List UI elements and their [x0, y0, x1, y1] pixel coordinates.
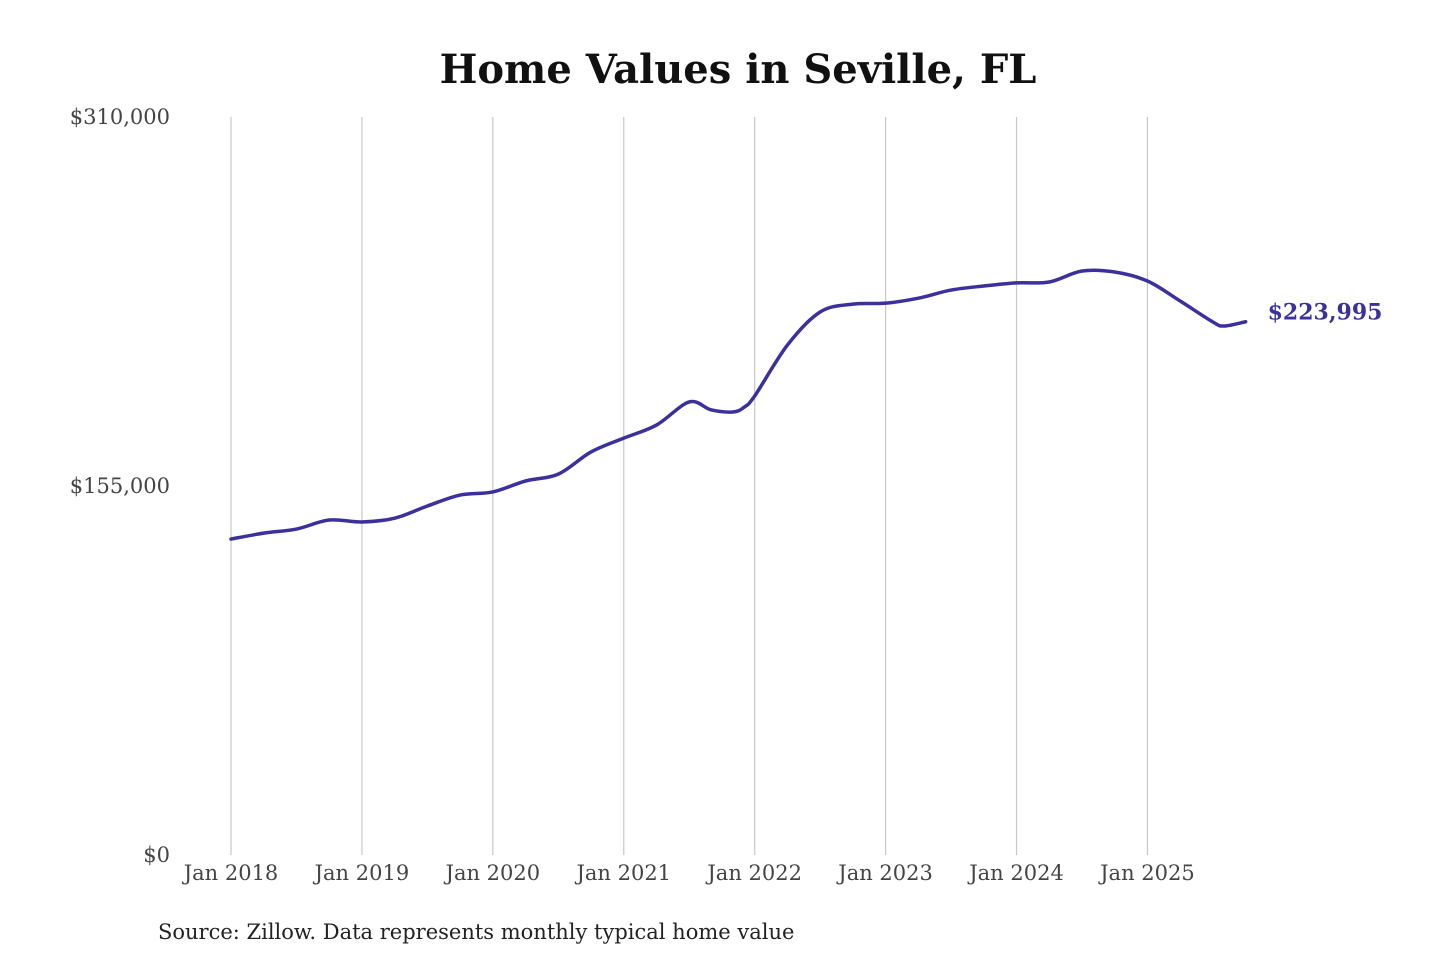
- x-tick-label: Jan 2018: [182, 861, 279, 885]
- y-axis-ticks: $0 $155,000 $310,000: [70, 105, 170, 867]
- end-value-label: $223,995: [1268, 300, 1383, 326]
- x-tick-label: Jan 2019: [313, 861, 410, 885]
- chart-title: Home Values in Seville, FL: [440, 46, 1037, 93]
- x-tick-label: Jan 2025: [1098, 861, 1195, 885]
- series-line: [229, 268, 1248, 541]
- x-tick-label: Jan 2023: [836, 861, 933, 885]
- y-tick-label: $310,000: [70, 105, 170, 129]
- y-tick-label: $0: [143, 843, 170, 867]
- x-tick-label: Jan 2020: [444, 861, 541, 885]
- x-tick-label: Jan 2021: [574, 861, 671, 885]
- source-note: Source: Zillow. Data represents monthly …: [158, 920, 794, 944]
- y-tick-label: $155,000: [70, 474, 170, 498]
- x-tick-label: Jan 2022: [705, 861, 802, 885]
- grid-lines: [230, 117, 1149, 855]
- x-axis-ticks: Jan 2018 Jan 2019 Jan 2020 Jan 2021 Jan 2022…: [182, 861, 1195, 885]
- x-tick-label: Jan 2024: [967, 861, 1064, 885]
